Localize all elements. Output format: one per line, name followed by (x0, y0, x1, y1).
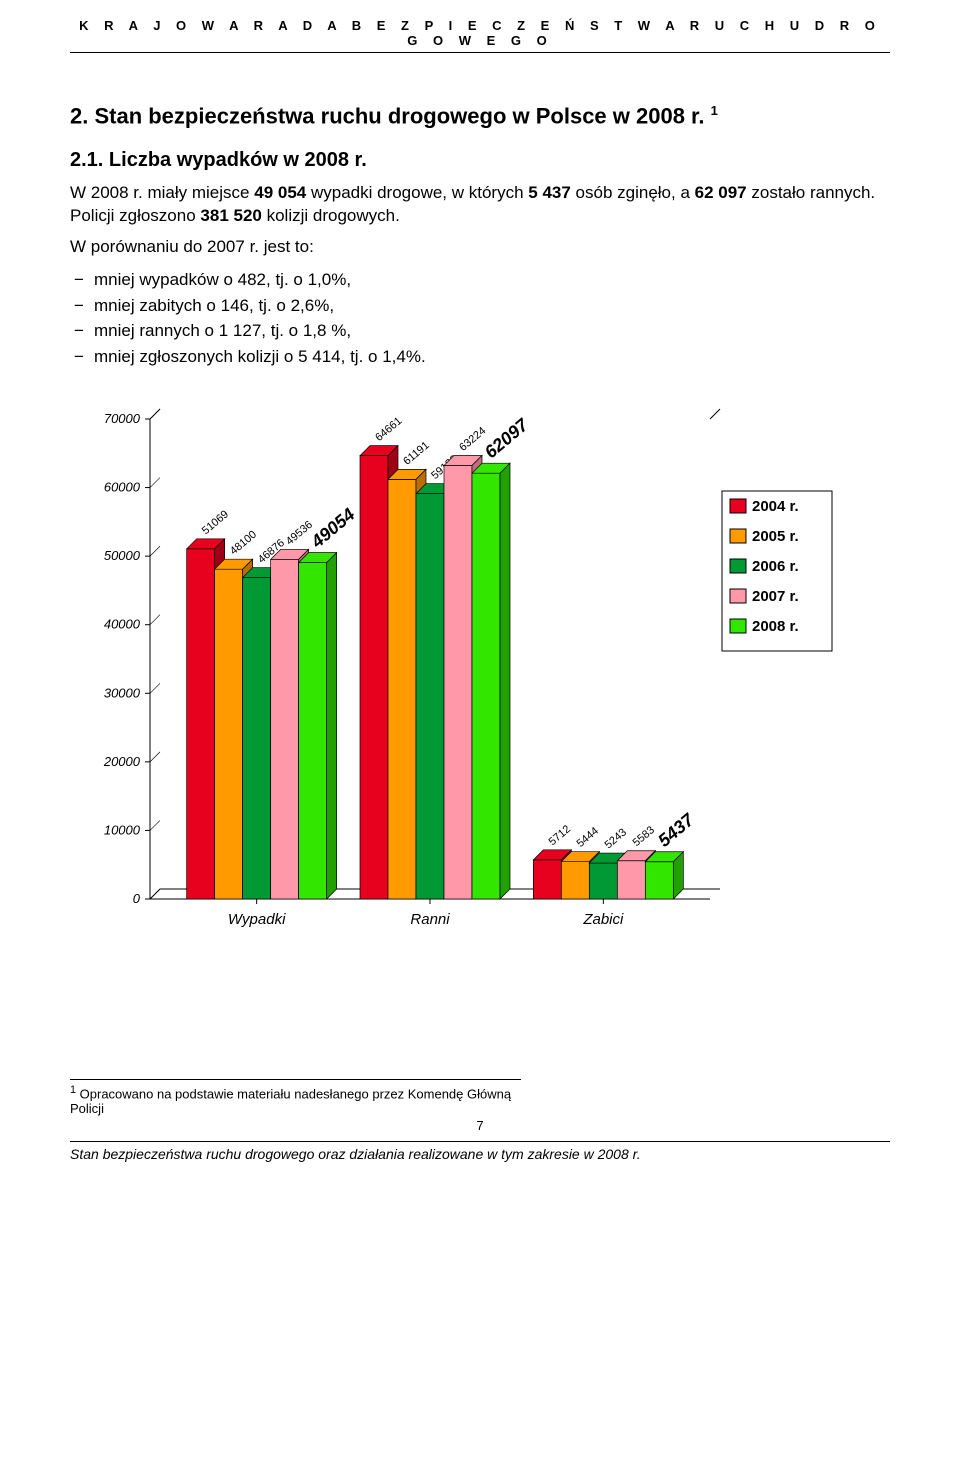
svg-text:5583: 5583 (631, 824, 657, 849)
p1e: osób zginęło, a (571, 183, 695, 202)
b3a: mniej rannych o (94, 321, 219, 340)
svg-text:Ranni: Ranni (410, 911, 450, 928)
svg-text:0: 0 (133, 891, 141, 906)
svg-text:50000: 50000 (104, 548, 141, 563)
svg-text:30000: 30000 (104, 685, 141, 700)
bullet-list: mniej wypadków o 482, tj. o 1,0%, mniej … (70, 267, 890, 369)
p1f: 62 097 (695, 183, 747, 202)
p1a: W 2008 r. miały miejsce (70, 183, 254, 202)
subsection-title: 2.1. Liczba wypadków w 2008 r. (70, 149, 890, 172)
b1c: tj. o 1,0%, (271, 270, 351, 289)
svg-text:2008 r.: 2008 r. (752, 618, 799, 635)
page-header: K R A J O W A R A D A B E Z P I E C Z E … (70, 18, 890, 53)
svg-text:5444: 5444 (575, 825, 601, 850)
b4a: mniej zgłoszonych kolizji o (94, 347, 298, 366)
svg-text:5243: 5243 (603, 827, 629, 852)
p1c: wypadki drogowe, w których (306, 183, 528, 202)
svg-text:5437: 5437 (654, 809, 698, 851)
footnote-text: Opracowano na podstawie materiału nadesł… (70, 1086, 511, 1116)
b2c: tj. o 2,6%, (254, 296, 334, 315)
footnote: 1 Opracowano na podstawie materiału nade… (70, 1079, 521, 1116)
chart-svg: 0 10000 20000 30000 40000 50000 60000 70000 Wypa… (70, 399, 870, 959)
page-number: 7 (70, 1118, 890, 1133)
svg-text:2004 r.: 2004 r. (752, 498, 799, 515)
b2b: 146, (221, 296, 254, 315)
bullet-4: mniej zgłoszonych kolizji o 5 414, tj. o… (70, 344, 890, 370)
section-title-text: 2. Stan bezpieczeństwa ruchu drogowego w… (70, 103, 705, 128)
b1a: mniej wypadków o (94, 270, 238, 289)
section-title: 2. Stan bezpieczeństwa ruchu drogowego w… (70, 103, 890, 129)
paragraph-2: W porównaniu do 2007 r. jest to: (70, 236, 890, 259)
bullet-2: mniej zabitych o 146, tj. o 2,6%, (70, 293, 890, 319)
svg-text:Zabici: Zabici (582, 911, 624, 928)
section-title-footnote-ref: 1 (711, 103, 718, 118)
b2a: mniej zabitych o (94, 296, 221, 315)
svg-text:2005 r.: 2005 r. (752, 528, 799, 545)
b4c: tj. o 1,4%. (345, 347, 425, 366)
svg-text:Wypadki: Wypadki (228, 911, 286, 928)
svg-text:51069: 51069 (200, 508, 231, 537)
svg-text:48100: 48100 (228, 529, 259, 558)
svg-text:62097: 62097 (481, 414, 533, 462)
page-footer: Stan bezpieczeństwa ruchu drogowego oraz… (70, 1141, 890, 1162)
bullet-3: mniej rannych o 1 127, tj. o 1,8 %, (70, 318, 890, 344)
p1d: 5 437 (528, 183, 571, 202)
p1b: 49 054 (254, 183, 306, 202)
svg-text:2006 r.: 2006 r. (752, 558, 799, 575)
b3b: 1 127, (219, 321, 266, 340)
paragraph-1: W 2008 r. miały miejsce 49 054 wypadki d… (70, 182, 890, 228)
p1i: kolizji drogowych. (262, 206, 400, 225)
svg-text:2007 r.: 2007 r. (752, 588, 799, 605)
svg-text:70000: 70000 (104, 411, 141, 426)
bullet-1: mniej wypadków o 482, tj. o 1,0%, (70, 267, 890, 293)
svg-text:20000: 20000 (103, 754, 141, 769)
b4b: 5 414, (298, 347, 345, 366)
b1b: 482, (238, 270, 271, 289)
svg-text:5712: 5712 (547, 823, 573, 848)
svg-text:40000: 40000 (104, 617, 141, 632)
bar-chart: 0 10000 20000 30000 40000 50000 60000 70000 Wypa… (70, 399, 890, 959)
svg-text:60000: 60000 (104, 480, 141, 495)
svg-text:61191: 61191 (401, 440, 432, 468)
svg-text:64661: 64661 (373, 415, 404, 444)
p1h: 381 520 (200, 206, 261, 225)
b3c: tj. o 1,8 %, (266, 321, 351, 340)
svg-text:10000: 10000 (104, 823, 141, 838)
